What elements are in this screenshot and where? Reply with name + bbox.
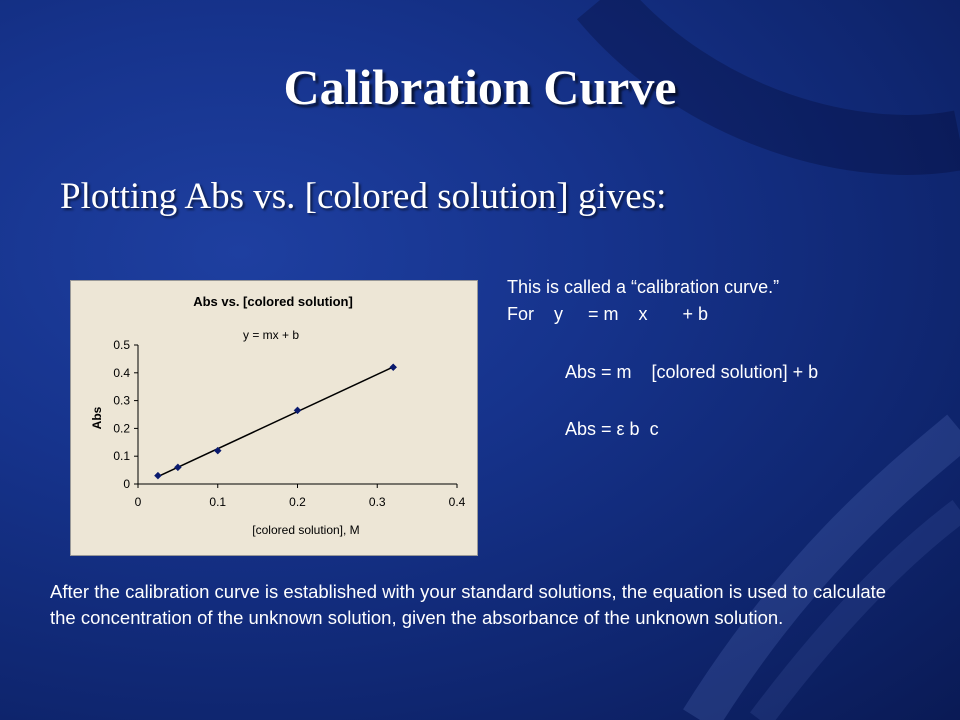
chart-x-tick-label: 0 xyxy=(135,495,142,509)
chart-x-tick-label: 0.2 xyxy=(289,495,306,509)
linear-equation-template: For y = m x + b xyxy=(507,304,709,324)
chart-x-tick-label: 0.4 xyxy=(449,495,466,509)
chart-y-tick-label: 0 xyxy=(123,477,130,491)
chart-trendline-group xyxy=(157,366,394,478)
chart-title: Abs vs. [colored solution] xyxy=(193,294,353,309)
chart-x-axis-label: [colored solution], M xyxy=(252,523,359,537)
chart-x-tick-label: 0.1 xyxy=(209,495,226,509)
chart-y-tick-label: 0.1 xyxy=(113,449,130,463)
chart-data-point xyxy=(213,446,222,455)
chart-data-point xyxy=(154,471,162,480)
chart-data-point xyxy=(174,463,182,472)
chart-y-axis-label: Abs xyxy=(90,406,104,429)
chart-y-tick-label: 0.3 xyxy=(113,394,130,408)
chart-y-tick-label: 0.4 xyxy=(113,366,130,380)
chart-data-point xyxy=(389,363,398,372)
footer-paragraph: After the calibration curve is establish… xyxy=(50,581,887,628)
chart-x-tick-label: 0.3 xyxy=(369,495,386,509)
slide-title: Calibration Curve xyxy=(283,59,677,115)
chart-y-tick-label: 0.2 xyxy=(113,421,130,435)
calibration-description: This is called a “calibration curve.” xyxy=(507,277,780,297)
chart-y-tick-label: 0.5 xyxy=(113,338,130,352)
chart-points xyxy=(154,363,398,480)
chart-container: Abs vs. [colored solution] y = mx + b Ab… xyxy=(70,280,478,556)
chart-data-point xyxy=(293,406,302,415)
abs-equation: Abs = m [colored solution] + b xyxy=(565,362,819,382)
calibration-chart: Abs vs. [colored solution] y = mx + b Ab… xyxy=(90,294,466,537)
slide-subtitle: Plotting Abs vs. [colored solution] give… xyxy=(60,176,667,217)
chart-ticks: 0 0.1 0.2 0.3 0.4 0.5 0 0.1 0.2 0.3 0.4 xyxy=(113,338,465,509)
chart-equation-label: y = mx + b xyxy=(243,328,299,342)
beer-lambert-equation: Abs = ε b c xyxy=(565,419,659,439)
chart-trendline xyxy=(157,366,394,478)
